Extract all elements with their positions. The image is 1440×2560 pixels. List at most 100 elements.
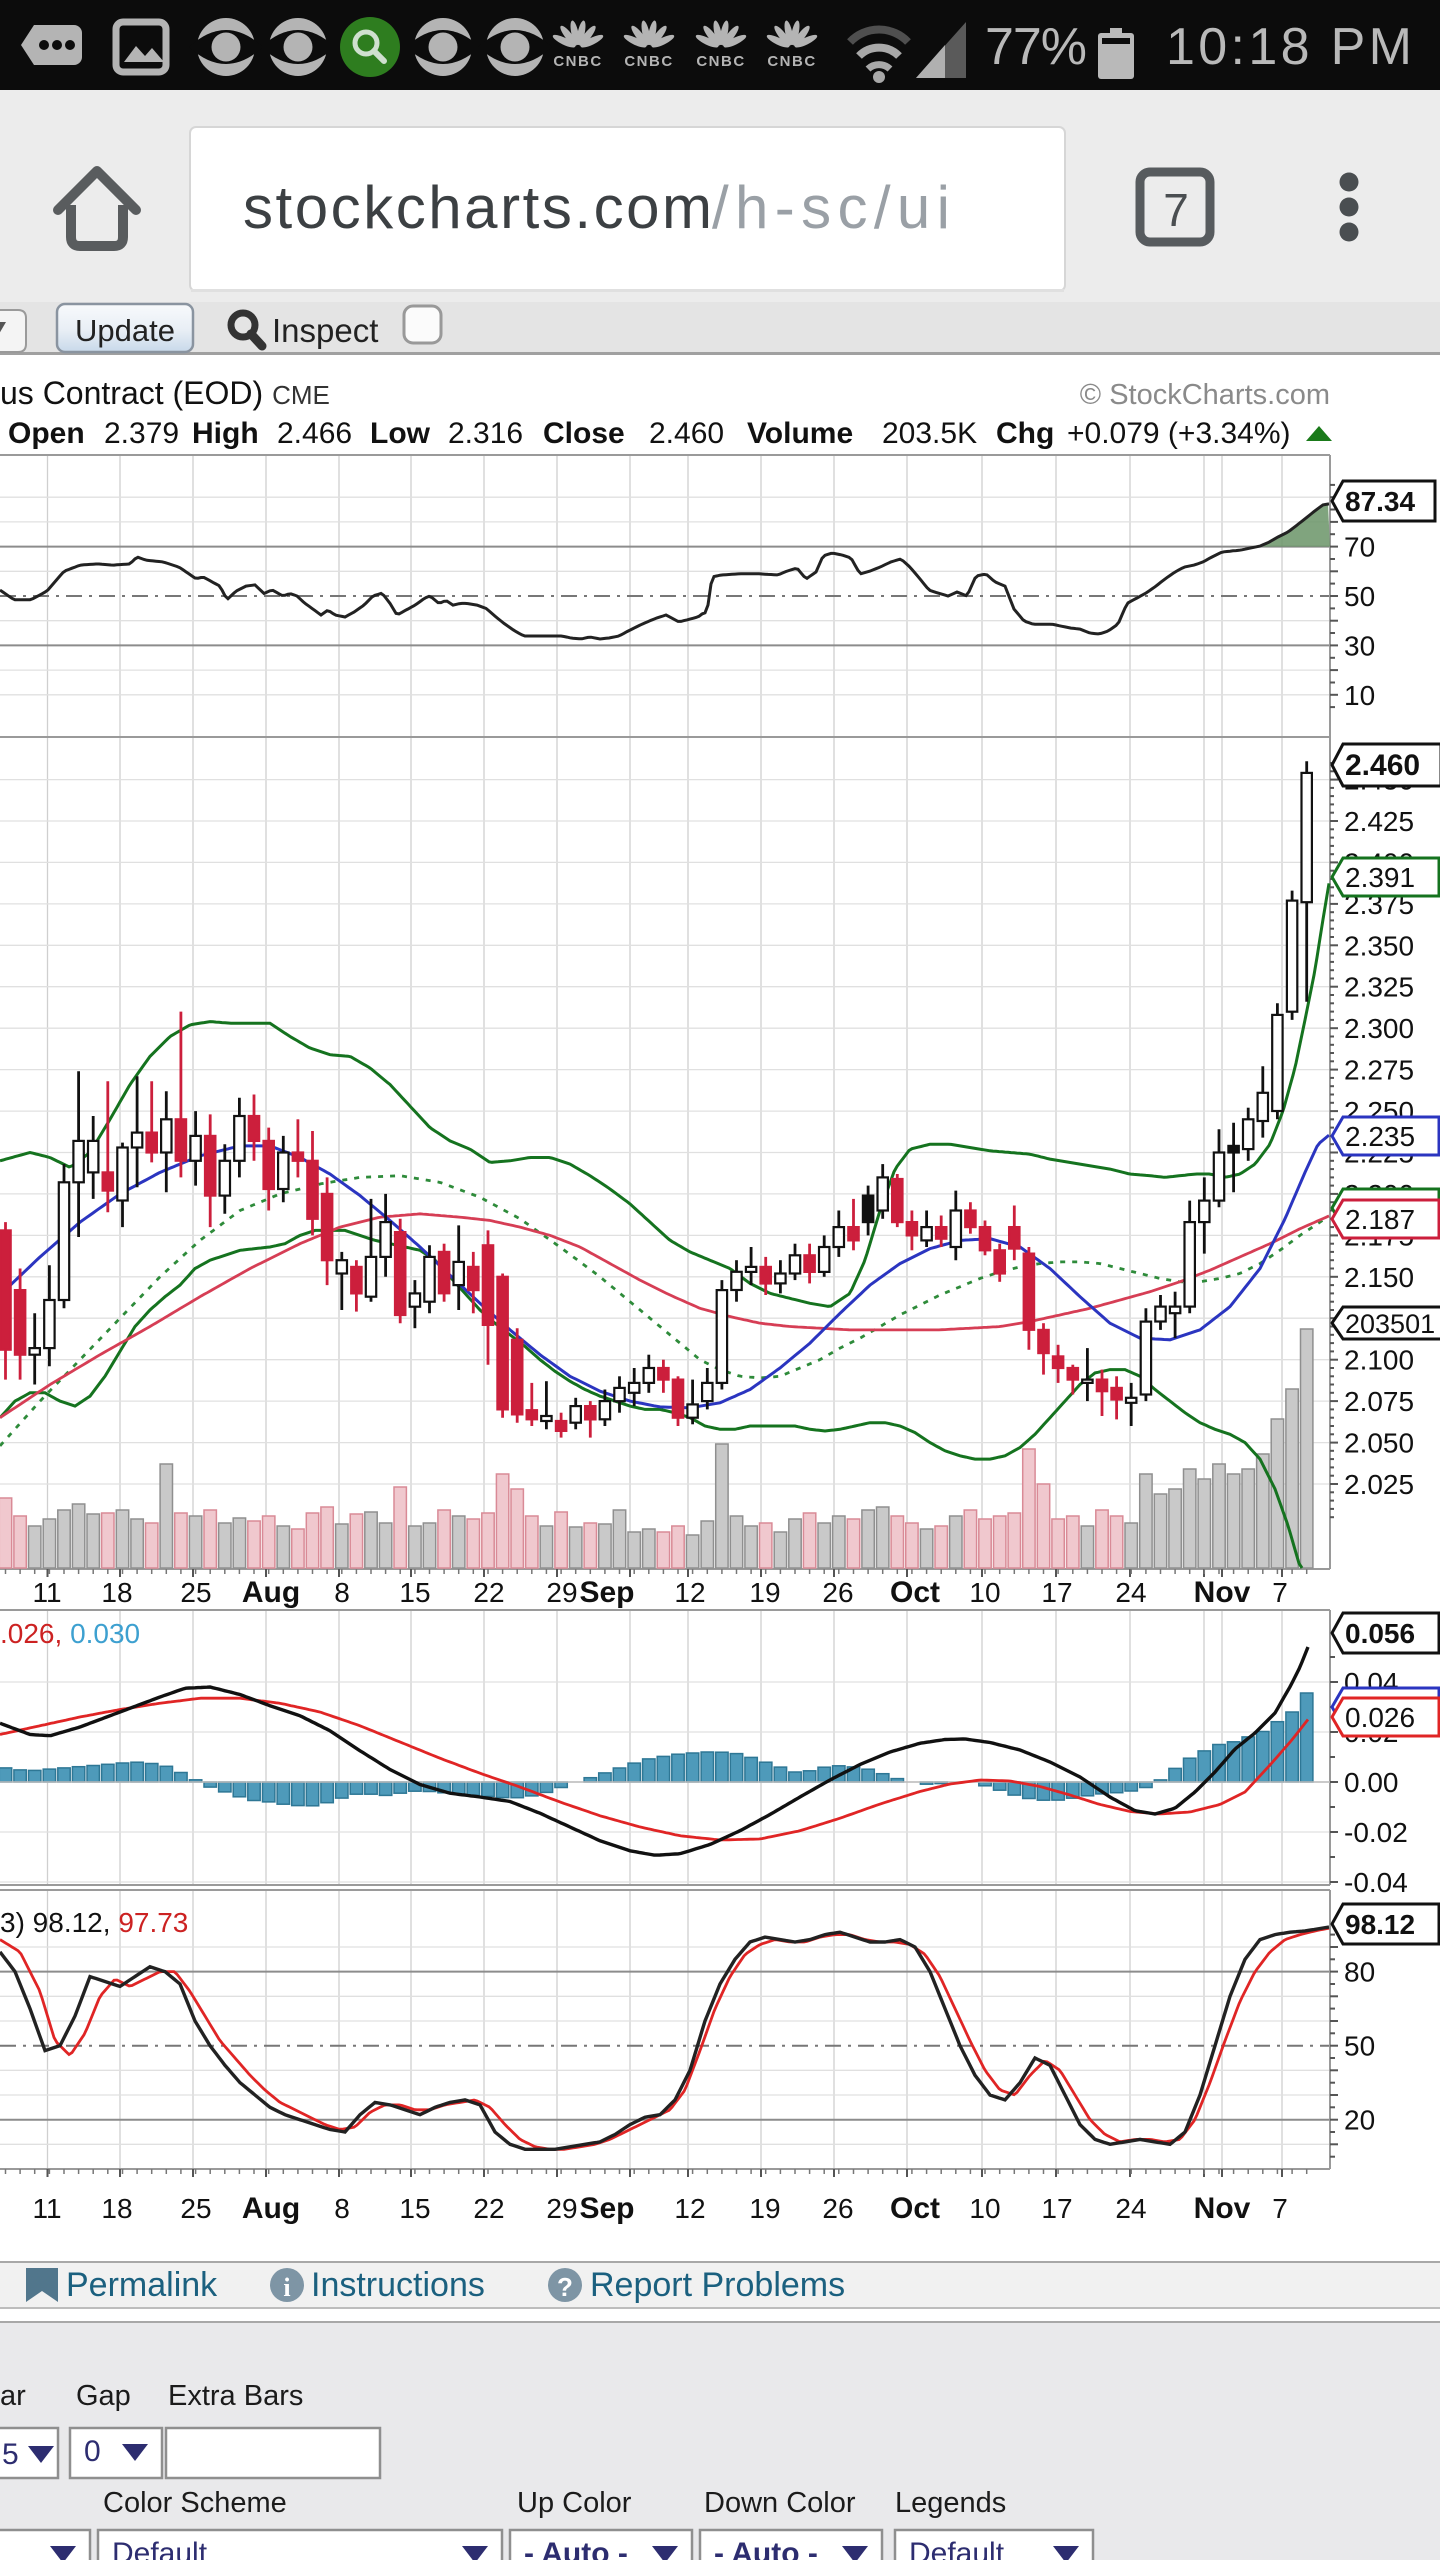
svg-text:ar: ar [0, 2380, 26, 2412]
svg-text:12: 12 [674, 1577, 705, 1608]
svg-text:Inspect: Inspect [272, 312, 378, 349]
svg-text:Aug: Aug [242, 1576, 300, 1609]
svg-text:0.056: 0.056 [1345, 1618, 1415, 1649]
svg-text:203.5K: 203.5K [882, 417, 977, 450]
svg-text:12: 12 [674, 2193, 705, 2224]
svg-text:2.391: 2.391 [1345, 862, 1415, 893]
svg-text:10: 10 [969, 2193, 1000, 2224]
svg-text:Instructions: Instructions [311, 2266, 485, 2304]
svg-text:CNBC: CNBC [696, 53, 745, 70]
svg-text:Nov: Nov [1194, 2192, 1251, 2225]
svg-text:2.316: 2.316 [448, 417, 523, 450]
svg-text:Chg: Chg [996, 417, 1054, 450]
svg-text:10:18 PM: 10:18 PM [1166, 18, 1412, 76]
svg-text:17: 17 [1041, 1577, 1072, 1608]
svg-text:203501: 203501 [1345, 1309, 1435, 1339]
svg-text:Color Scheme: Color Scheme [103, 2487, 287, 2519]
svg-text:70: 70 [1344, 532, 1375, 563]
svg-text:2.187: 2.187 [1345, 1204, 1415, 1235]
svg-text:CNBC: CNBC [624, 53, 673, 70]
svg-text:2.466: 2.466 [277, 417, 352, 450]
svg-text:2.150: 2.150 [1344, 1262, 1414, 1293]
svg-text:Oct: Oct [890, 1576, 940, 1609]
svg-text:2.350: 2.350 [1344, 930, 1414, 961]
svg-text:2.460: 2.460 [649, 417, 724, 450]
svg-text:2.460: 2.460 [1345, 749, 1420, 782]
svg-text:.026, 0.030: .026, 0.030 [0, 1618, 140, 1649]
svg-text:Open: Open [8, 417, 85, 450]
svg-text:22: 22 [473, 1577, 504, 1608]
svg-text:stockcharts.com: stockcharts.com [243, 174, 712, 241]
svg-text:5: 5 [2, 2438, 19, 2471]
svg-text:?: ? [557, 2272, 573, 2302]
svg-text:7: 7 [1163, 184, 1189, 236]
svg-text:Gap: Gap [76, 2380, 131, 2412]
svg-text:10: 10 [969, 1577, 1000, 1608]
svg-text:Volume: Volume [747, 417, 853, 450]
svg-text:2.025: 2.025 [1344, 1469, 1414, 1500]
svg-text:2.325: 2.325 [1344, 972, 1414, 1003]
svg-text:Up Color: Up Color [517, 2487, 632, 2519]
svg-text:10: 10 [1344, 680, 1375, 711]
svg-text:Low: Low [370, 417, 431, 450]
svg-text:+0.079 (+3.34%): +0.079 (+3.34%) [1067, 417, 1291, 450]
svg-text:Default: Default [112, 2537, 208, 2560]
svg-text:Default: Default [909, 2537, 1005, 2560]
svg-text:29: 29 [546, 2193, 577, 2224]
svg-text:Down Color: Down Color [704, 2487, 856, 2519]
svg-text:Sep: Sep [579, 2192, 634, 2225]
svg-text:High: High [192, 417, 259, 450]
svg-text:29: 29 [546, 1577, 577, 1608]
svg-text:25: 25 [180, 1577, 211, 1608]
svg-text:80: 80 [1344, 1957, 1375, 1988]
svg-text:Permalink: Permalink [66, 2266, 218, 2304]
svg-text:Close: Close [543, 417, 625, 450]
svg-text:2.235: 2.235 [1345, 1121, 1415, 1152]
svg-text:0.00: 0.00 [1344, 1767, 1399, 1798]
svg-text:Sep: Sep [579, 1576, 634, 1609]
svg-text:Oct: Oct [890, 2192, 940, 2225]
svg-text:- Auto -: - Auto - [714, 2537, 818, 2560]
svg-text:0: 0 [84, 2435, 101, 2468]
svg-text:Aug: Aug [242, 2192, 300, 2225]
svg-text:19: 19 [749, 1577, 780, 1608]
svg-text:© StockCharts.com: © StockCharts.com [1080, 379, 1330, 411]
svg-text:2.075: 2.075 [1344, 1386, 1414, 1417]
svg-text:-0.04: -0.04 [1344, 1867, 1408, 1898]
svg-text:98.12: 98.12 [1345, 1909, 1415, 1940]
svg-text:50: 50 [1344, 581, 1375, 612]
svg-text:2.300: 2.300 [1344, 1013, 1414, 1044]
svg-text:Update: Update [75, 313, 175, 348]
svg-text:50: 50 [1344, 2031, 1375, 2062]
svg-text:2.050: 2.050 [1344, 1428, 1414, 1459]
svg-text:2.275: 2.275 [1344, 1055, 1414, 1086]
svg-text:15: 15 [399, 1577, 430, 1608]
svg-text:30: 30 [1344, 630, 1375, 661]
svg-text:17: 17 [1041, 2193, 1072, 2224]
svg-text:/h-sc/ui: /h-sc/ui [712, 174, 950, 241]
svg-text:7: 7 [1272, 2193, 1288, 2224]
svg-text:24: 24 [1115, 2193, 1146, 2224]
svg-text:0.026: 0.026 [1345, 1702, 1415, 1733]
svg-text:2.100: 2.100 [1344, 1345, 1414, 1376]
svg-text:15: 15 [399, 2193, 430, 2224]
svg-text:Legends: Legends [895, 2487, 1006, 2519]
svg-text:3) 98.12, 97.73: 3) 98.12, 97.73 [0, 1907, 188, 1938]
svg-text:2.425: 2.425 [1344, 806, 1414, 837]
svg-text:20: 20 [1344, 2105, 1375, 2136]
svg-text:-0.02: -0.02 [1344, 1817, 1408, 1848]
svg-text:26: 26 [822, 1577, 853, 1608]
svg-text:2.379: 2.379 [104, 417, 179, 450]
svg-text:i: i [283, 2273, 290, 2302]
svg-text:18: 18 [101, 2193, 132, 2224]
svg-text:Nov: Nov [1194, 1576, 1251, 1609]
svg-text:87.34: 87.34 [1345, 486, 1415, 517]
svg-text:18: 18 [101, 1577, 132, 1608]
svg-text:22: 22 [473, 2193, 504, 2224]
svg-text:us Contract (EOD) CME: us Contract (EOD) CME [0, 375, 330, 411]
svg-text:26: 26 [822, 2193, 853, 2224]
svg-text:8: 8 [334, 1577, 350, 1608]
svg-text:7: 7 [1272, 1577, 1288, 1608]
svg-text:77%: 77% [985, 18, 1087, 76]
svg-text:8: 8 [334, 2193, 350, 2224]
